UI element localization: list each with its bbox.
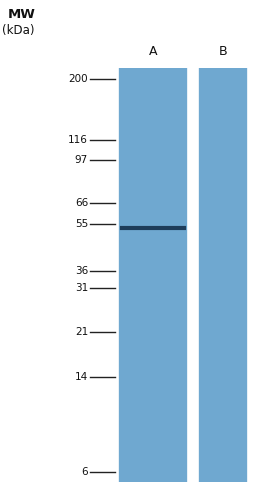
Text: 6: 6: [81, 467, 88, 477]
Text: 55: 55: [75, 219, 88, 229]
Text: (kDa): (kDa): [2, 24, 35, 37]
Bar: [198, 68, 248, 482]
Text: 21: 21: [75, 327, 88, 336]
Text: 36: 36: [75, 266, 88, 276]
Text: 97: 97: [75, 155, 88, 165]
Text: A: A: [149, 45, 157, 58]
Text: 31: 31: [75, 283, 88, 293]
Text: 200: 200: [68, 74, 88, 83]
Text: 66: 66: [75, 198, 88, 208]
Text: 116: 116: [68, 135, 88, 145]
Text: B: B: [219, 45, 227, 58]
Text: MW: MW: [8, 8, 36, 21]
Text: 14: 14: [75, 372, 88, 382]
Bar: [118, 68, 188, 482]
